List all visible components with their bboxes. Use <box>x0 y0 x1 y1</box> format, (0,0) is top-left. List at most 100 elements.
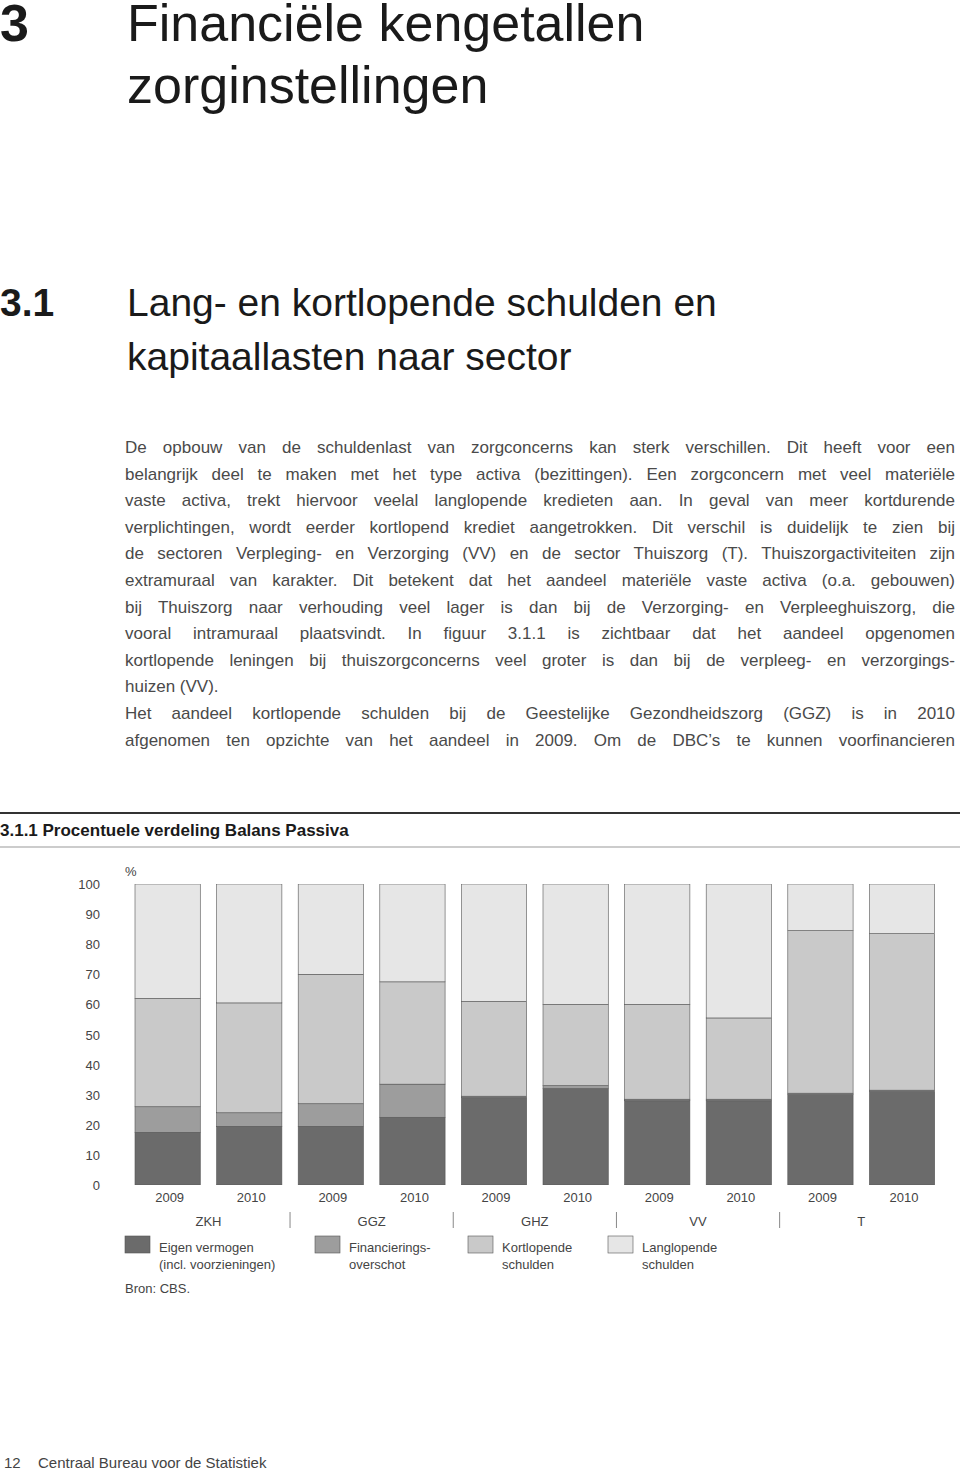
x-tick-label: 2009 <box>482 1190 511 1205</box>
chart-title: 3.1.1 Procentuele verdeling Balans Passi… <box>0 821 349 840</box>
y-tick-label: 30 <box>86 1088 100 1103</box>
paragraph-line: De opbouw van de schuldenlast van zorgco… <box>125 435 955 462</box>
y-tick-label: 90 <box>86 907 100 922</box>
bar-segment <box>135 1107 200 1133</box>
bars <box>135 884 935 1185</box>
paragraph-line: bij Thuiszorg naar verhouding veel lager… <box>125 595 955 622</box>
bar-segment <box>217 1126 282 1185</box>
title-rule <box>0 847 960 848</box>
y-axis-label: % <box>125 864 137 879</box>
bar-segment <box>298 974 363 1103</box>
group-separator <box>453 1212 454 1228</box>
paragraph-line: vooral intramuraal plaatsvindt. In figuu… <box>125 621 955 648</box>
paragraph-line: verplichtingen, wordt eerder kortlopend … <box>125 515 955 542</box>
bar-segment <box>706 884 771 1018</box>
group-separator <box>779 1212 780 1228</box>
bar-segment <box>788 884 853 931</box>
chapter-number: 3 <box>0 0 29 54</box>
paragraph-line: kortlopende leningen bij thuiszorgconcer… <box>125 648 955 675</box>
bar-segment <box>298 1126 363 1185</box>
bar-segment <box>869 1092 934 1185</box>
paragraph-line: huizen (VV). <box>125 674 955 701</box>
page-number: 12 <box>4 1454 21 1470</box>
bar-segment <box>461 1098 526 1185</box>
bar-segment <box>543 1086 608 1089</box>
x-tick-label: 2009 <box>808 1190 837 1205</box>
group-label: ZKH <box>195 1214 221 1229</box>
legend-label-line: schulden <box>642 1257 694 1272</box>
group-label: GHZ <box>521 1214 549 1229</box>
bar-segment <box>706 1018 771 1099</box>
y-tick-label: 60 <box>86 997 100 1012</box>
chart: 3.1.1 Procentuele verdeling Balans Passi… <box>0 0 960 1470</box>
paragraph-line: Het aandeel kortlopende schulden bij de … <box>125 701 955 728</box>
legend-label-line: Eigen vermogen <box>159 1240 254 1255</box>
legend-label: Kortlopende schulden <box>502 1240 572 1272</box>
x-tick-label: 2010 <box>400 1190 429 1205</box>
bar-segment <box>135 1132 200 1185</box>
y-tick-label: 0 <box>93 1178 100 1193</box>
bar-segment <box>380 884 445 982</box>
legend-label-line: Financierings- <box>349 1240 431 1255</box>
legend-swatch <box>315 1236 340 1253</box>
paragraph-line: extramuraal van karakter. Dit betekent d… <box>125 568 955 595</box>
legend-swatch <box>608 1236 633 1253</box>
legend-label-line: overschot <box>349 1257 406 1272</box>
x-tick-label: 2009 <box>645 1190 674 1205</box>
bar-segment <box>625 1004 690 1099</box>
section-number: 3.1 <box>0 276 54 330</box>
legend-label-line: (incl. voorzieningen) <box>159 1257 275 1272</box>
x-tick-label: 2010 <box>563 1190 592 1205</box>
x-tick-label: 2009 <box>155 1190 184 1205</box>
section-title: Lang- en kortlopende schulden en <box>127 276 717 330</box>
source: Bron: CBS. <box>125 1281 190 1296</box>
y-tick-label: 10 <box>86 1148 100 1163</box>
bar-segment <box>625 1101 690 1185</box>
paragraph-line: afgenomen ten opzichte van het aandeel i… <box>125 728 955 755</box>
bar-segment <box>788 931 853 1094</box>
legend-label: Financierings-overschot <box>349 1240 431 1272</box>
bar-segment <box>380 1084 445 1117</box>
bar-segment <box>625 884 690 1004</box>
y-tick-label: 80 <box>86 937 100 952</box>
bar-segment <box>461 884 526 1001</box>
y-tick-label: 40 <box>86 1058 100 1073</box>
legend-label-line: schulden <box>502 1257 554 1272</box>
bar-segment <box>543 1004 608 1085</box>
legend-swatch <box>468 1236 493 1253</box>
paragraph-line: vaste activa, trekt hiervoor veelal lang… <box>125 488 955 515</box>
x-tick-label: 2009 <box>318 1190 347 1205</box>
bar-segment <box>217 884 282 1003</box>
legend-label-line: Kortlopende <box>502 1240 572 1255</box>
bar-segment <box>380 982 445 1084</box>
x-tick-label: 2010 <box>726 1190 755 1205</box>
bar-segment <box>543 1089 608 1185</box>
paragraph-line: belangrijk deel te maken met het type ac… <box>125 462 955 489</box>
chapter-title: zorginstellingen <box>127 54 488 116</box>
section-title: kapitaallasten naar sector <box>127 330 571 384</box>
title-rule <box>0 812 960 814</box>
legend-label-line: Langlopende <box>642 1240 717 1255</box>
bar-segment <box>135 998 200 1106</box>
bar-segment <box>543 884 608 1004</box>
bar-segment <box>706 1101 771 1185</box>
bar-segment <box>869 884 934 934</box>
legend-label: Langlopende schulden <box>642 1240 717 1272</box>
y-tick-label: 100 <box>78 877 100 892</box>
group-label: T <box>857 1214 865 1229</box>
bar-segment <box>298 884 363 974</box>
bar-segment <box>461 1001 526 1096</box>
bar-segment <box>788 1095 853 1185</box>
bar-segment <box>135 884 200 998</box>
bar-segment <box>869 934 934 1091</box>
publisher: Centraal Bureau voor de Statistiek <box>38 1454 267 1470</box>
paragraph-line: de sectoren Verpleging- en Verzorging (V… <box>125 541 955 568</box>
legend-swatch <box>125 1236 150 1253</box>
chapter-title: Financiële kengetallen <box>127 0 644 54</box>
legend-label: Eigen vermogen (incl. voorzieningen) <box>159 1240 275 1272</box>
bar-segment <box>217 1003 282 1113</box>
x-tick-label: 2010 <box>890 1190 919 1205</box>
bar-segment <box>298 1104 363 1127</box>
group-label: VV <box>689 1214 707 1229</box>
x-tick-label: 2010 <box>237 1190 266 1205</box>
